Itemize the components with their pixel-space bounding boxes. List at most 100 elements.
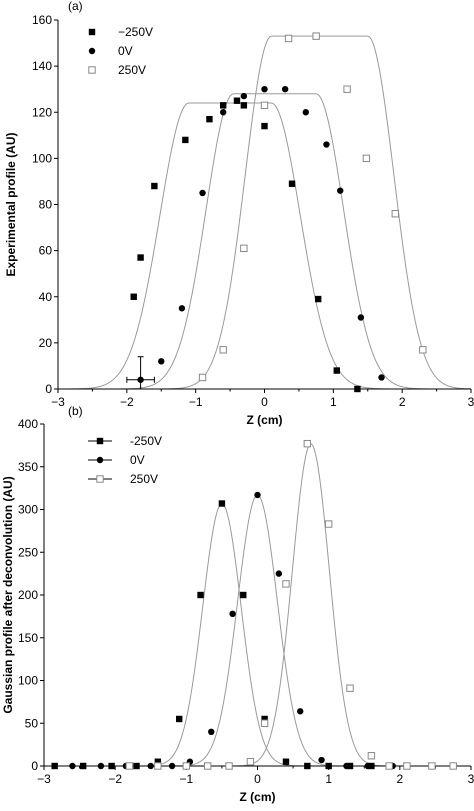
data-point-series-1 — [261, 85, 268, 93]
x-tick-label: −1 — [189, 395, 203, 409]
data-point-series-0 — [51, 762, 58, 770]
data-point-series-0 — [282, 758, 290, 765]
data-point-series-0 — [333, 367, 340, 374]
y-tick-label: 160 — [32, 13, 52, 27]
data-point-series-0 — [240, 102, 248, 109]
data-point-series-2 — [324, 520, 333, 528]
data-point-series-2 — [182, 762, 191, 770]
x-tick-label: 2 — [399, 395, 406, 409]
data-point-series-2 — [403, 762, 411, 770]
y-tick-label: 250 — [18, 545, 38, 559]
y-tick-label: 200 — [18, 588, 38, 602]
y-tick-label: 400 — [18, 417, 38, 431]
y-axis-title: Gaussian profile after deconvolution (AU… — [1, 476, 15, 713]
legend-label: 250V — [130, 472, 158, 486]
data-point-series-1 — [297, 708, 304, 715]
legend-marker — [96, 475, 104, 483]
y-tick-label: 100 — [32, 151, 52, 165]
data-point-series-2 — [225, 762, 233, 770]
x-tick-label: −2 — [120, 395, 134, 409]
data-point-series-1 — [69, 762, 76, 770]
data-point-series-0 — [354, 385, 361, 393]
data-point-series-2 — [343, 85, 351, 93]
data-point-series-1 — [240, 92, 248, 100]
x-tick-label: −2 — [108, 772, 122, 786]
data-point-series-0 — [218, 500, 226, 507]
data-point-series-2 — [260, 719, 269, 727]
panel-a: (a) −3 −2 −1 0 1 2 3 0 20 40 60 80 100 120 140 160 Z (cm)… — [4, 0, 474, 427]
legend-marker — [96, 437, 104, 445]
data-point-series-0 — [304, 762, 311, 770]
y-tick-label: 0 — [31, 759, 38, 773]
data-point-series-2 — [449, 762, 457, 770]
data-point-series-2 — [154, 762, 162, 770]
data-point-series-0 — [314, 295, 322, 303]
data-point-series-0 — [182, 136, 189, 144]
data-point-series-0 — [130, 293, 137, 300]
legend-marker — [88, 47, 96, 55]
data-point-series-0 — [288, 180, 296, 187]
data-point-series-1 — [337, 187, 344, 194]
x-tick-label: 2 — [396, 772, 403, 786]
y-tick-label: 80 — [39, 198, 53, 212]
data-point-series-1 — [254, 491, 261, 499]
data-point-series-1 — [158, 358, 165, 365]
x-tick-label: −1 — [179, 772, 193, 786]
legend-label: -250V — [130, 434, 162, 448]
data-point-series-1 — [323, 141, 330, 148]
y-tick-label: 100 — [18, 674, 38, 688]
data-point-series-2 — [260, 101, 269, 110]
y-tick-label: 60 — [39, 244, 53, 258]
data-point-series-1 — [147, 762, 154, 770]
fit-curve-series-0 — [44, 502, 471, 767]
data-point-series-2 — [303, 439, 312, 448]
data-point-series-0 — [133, 762, 140, 770]
data-point-series-2 — [240, 244, 248, 253]
data-point-series-1 — [97, 762, 105, 770]
data-point-series-1 — [229, 610, 236, 618]
data-point-series-2 — [284, 34, 293, 43]
legend-label: 0V — [130, 453, 145, 467]
data-point-series-2 — [385, 762, 393, 770]
y-tick-label: 120 — [32, 105, 52, 119]
data-point-series-0 — [154, 758, 162, 765]
data-point-series-0 — [176, 715, 183, 723]
data-point-series-2 — [282, 580, 290, 588]
data-point-series-0 — [197, 591, 204, 599]
y-tick-label: 140 — [32, 59, 52, 73]
x-tick-label: 1 — [325, 772, 332, 786]
data-point-series-2 — [125, 762, 134, 770]
legend-marker — [88, 28, 96, 36]
data-point-series-2 — [419, 346, 427, 354]
data-point-series-0 — [346, 762, 354, 770]
y-tick-label: 300 — [18, 503, 38, 517]
panel-label: (b) — [68, 404, 83, 418]
panel-b: (b) −3 −2 −1 0 1 2 3 0 50 100 150 200 250 300 350 400 Z (… — [1, 404, 474, 804]
data-point-series-1 — [178, 305, 186, 312]
data-point-series-1 — [220, 109, 227, 116]
data-point-series-0 — [233, 97, 241, 104]
data-point-series-0 — [368, 762, 375, 770]
x-tick-label: −3 — [51, 395, 65, 409]
x-axis-title: Z (cm) — [240, 790, 276, 804]
data-point-series-0 — [261, 122, 268, 130]
data-point-series-1 — [302, 109, 309, 116]
data-point-series-2 — [367, 752, 376, 760]
y-tick-label: 40 — [39, 290, 53, 304]
x-tick-label: 3 — [468, 395, 474, 409]
data-point-series-0 — [206, 115, 213, 123]
legend-label: −250V — [118, 25, 153, 39]
data-point-series-1 — [199, 189, 206, 197]
data-point-series-2 — [198, 373, 207, 382]
y-tick-label: 50 — [25, 716, 39, 730]
data-point-series-1 — [275, 570, 283, 577]
data-point-series-0 — [240, 591, 247, 599]
x-tick-label: 0 — [261, 395, 268, 409]
data-point-series-2 — [362, 154, 371, 163]
legend-marker — [96, 456, 104, 464]
data-point-series-2 — [203, 762, 212, 770]
x-axis-title: Z (cm) — [247, 413, 283, 427]
data-point-series-1 — [208, 728, 215, 735]
data-point-series-1 — [378, 374, 385, 381]
